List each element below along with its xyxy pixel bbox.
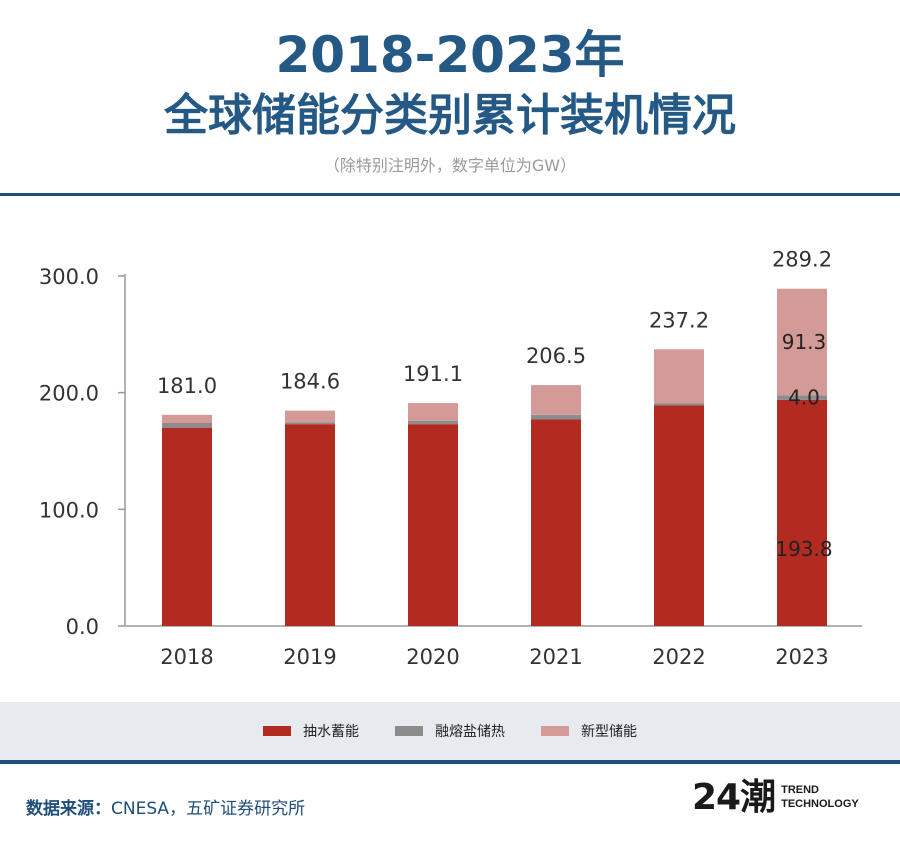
total-data-label: 237.2 (649, 308, 709, 332)
bar-segment (531, 419, 581, 626)
bar-segment (654, 405, 704, 626)
legend-label-new-storage: 新型储能 (581, 724, 637, 740)
legend-label-molten-salt: 融熔盐储热 (435, 724, 505, 740)
legend-swatch-molten-salt (395, 726, 423, 736)
segment-data-label: 4.0 (788, 386, 820, 410)
bar-segment (285, 410, 335, 423)
bar-chart: 0.0 100.0 200.0 300.0 2018 181.0 2019 184.6 2020… (39, 248, 862, 669)
x-tick-label: 2022 (652, 645, 705, 669)
total-data-label: 289.2 (772, 248, 832, 272)
bar-segment (777, 395, 827, 400)
total-data-label: 206.5 (526, 344, 586, 368)
legend-item-pumped-hydro: 抽水蓄能 (263, 721, 359, 741)
logo-text-line-1: TREND (781, 784, 819, 797)
total-data-label: 181.0 (157, 374, 217, 398)
source-label: 数据来源： (26, 799, 111, 819)
legend: 抽水蓄能 融熔盐储热 新型储能 (0, 702, 900, 760)
source-text: CNESA，五矿证券研究所 (111, 799, 306, 819)
y-tick-label: 100.0 (39, 498, 99, 522)
x-tick-label: 2023 (775, 645, 828, 669)
segment-data-label: 91.3 (782, 330, 827, 354)
bar-segment (654, 349, 704, 404)
top-divider (0, 193, 900, 196)
brand-logo: 24潮 TREND TECHNOLOGY (692, 780, 859, 816)
logo-mark: 24潮 (692, 777, 776, 818)
x-tick-label: 2019 (283, 645, 336, 669)
subtitle: （除特别注明外，数字单位为GW） (323, 156, 577, 175)
x-tick-label: 2018 (160, 645, 213, 669)
bar-segment (162, 414, 212, 423)
bar-segment (285, 424, 335, 626)
bar-segment (408, 403, 458, 421)
bar-segment (408, 420, 458, 425)
bar-segment (162, 427, 212, 626)
bar-segment (777, 288, 827, 396)
bar-segment (777, 399, 827, 626)
bar-segment (408, 424, 458, 626)
bar-segment (285, 422, 335, 425)
legend-label-pumped-hydro: 抽水蓄能 (303, 724, 359, 740)
bar-segment (162, 423, 212, 428)
legend-item-molten-salt: 融熔盐储热 (395, 721, 505, 741)
segment-data-label: 193.8 (775, 537, 832, 561)
title-line-2: 全球储能分类别累计装机情况 (164, 90, 736, 141)
total-data-label: 184.6 (280, 370, 340, 394)
legend-item-new-storage: 新型储能 (541, 721, 637, 741)
x-tick-label: 2021 (529, 645, 582, 669)
bottom-divider (0, 760, 900, 764)
legend-swatch-new-storage (541, 726, 569, 736)
x-tick-label: 2020 (406, 645, 459, 669)
y-tick-label: 300.0 (39, 265, 99, 289)
bar-segment (531, 385, 581, 415)
source-note: 数据来源：CNESA，五矿证券研究所 (26, 794, 305, 819)
logo-text-line-2: TECHNOLOGY (781, 798, 859, 810)
bar-segment (654, 403, 704, 406)
bar-segment (531, 414, 581, 420)
legend-swatch-pumped-hydro (263, 726, 291, 736)
y-tick-label: 200.0 (39, 382, 99, 406)
total-data-label: 191.1 (403, 362, 463, 386)
title-line-1: 2018-2023年 (275, 26, 625, 84)
y-tick-label: 0.0 (66, 615, 99, 639)
